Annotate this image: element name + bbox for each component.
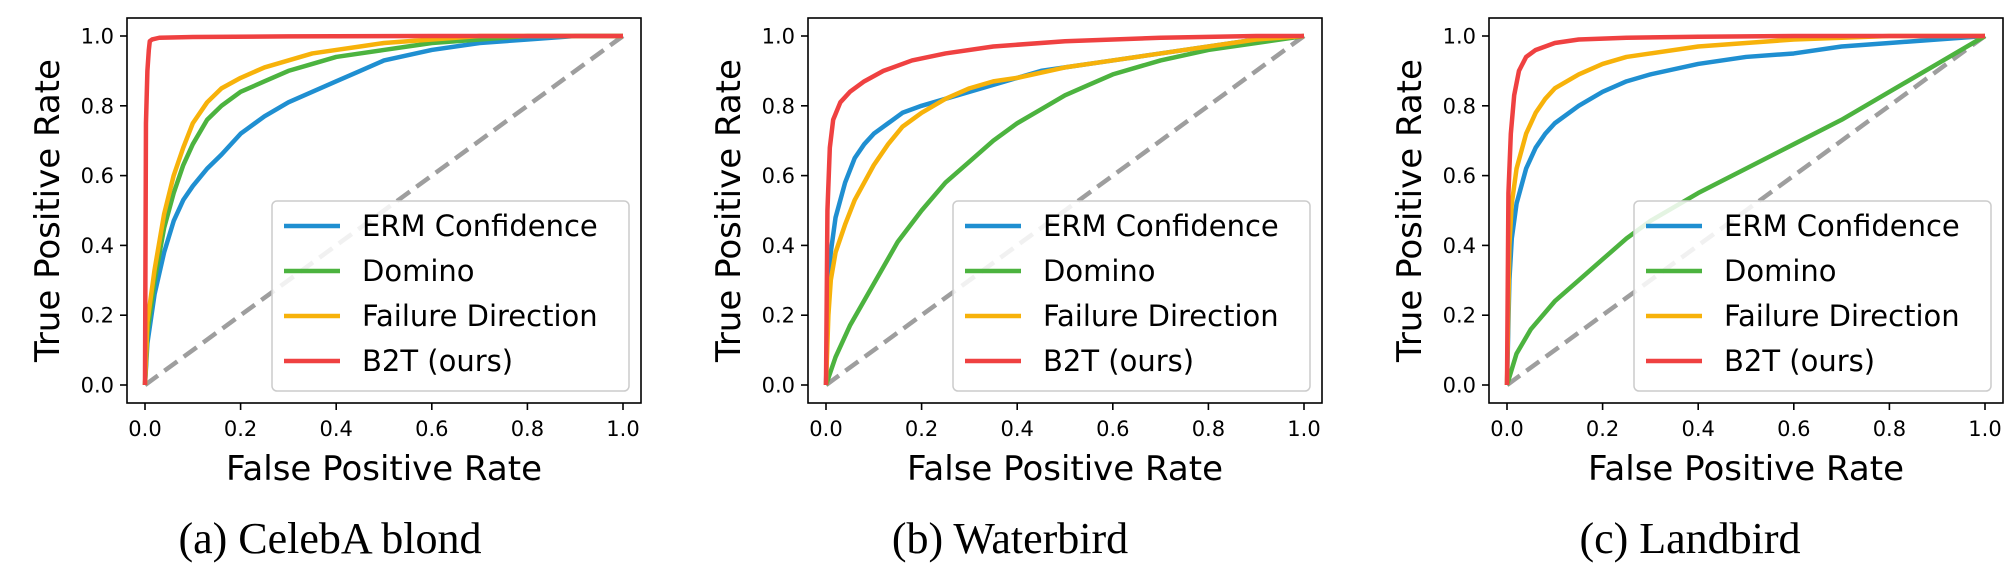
plot-frame	[807, 17, 1323, 404]
legend-label: Domino	[1724, 254, 1837, 288]
series-line-b2t-ours	[142, 33, 623, 386]
chart-panel-a: 0.0 0.2 0.4 0.6 0.8 1.0 0.0 0.2 0.4 0.6 0.8 1.0 Fals…	[28, 17, 642, 563]
x-tick-label: 1.0	[1287, 417, 1320, 441]
y-tick-label: 1.0	[762, 25, 795, 49]
x-tick-label: 0.4	[319, 417, 352, 441]
chart-panel-b: 0.0 0.2 0.4 0.6 0.8 1.0 0.0 0.2 0.4 0.6 0.8 1.0 Fals…	[709, 17, 1323, 563]
y-tick-label: 0.0	[762, 374, 795, 398]
legend-label: B2T (ours)	[1043, 344, 1194, 378]
x-tick-label: 0.8	[1873, 417, 1906, 441]
legend-box	[1633, 200, 1992, 392]
y-tick-label: 0.2	[1443, 304, 1476, 328]
legend-box	[271, 200, 630, 392]
x-tick-label: 0.2	[905, 417, 938, 441]
series-line-domino	[142, 33, 623, 386]
y-tick-label: 0.6	[1443, 164, 1476, 188]
series-line-b2t-ours	[823, 33, 1304, 386]
x-tick-label: 0.6	[1096, 417, 1129, 441]
x-tick-label: 1.0	[1968, 417, 2001, 441]
legend-label: ERM Confidence	[1724, 209, 1960, 243]
series-line-b2t-ours	[1504, 33, 1985, 386]
legend-label: Failure Direction	[1724, 299, 1960, 333]
legend-label: Failure Direction	[362, 299, 598, 333]
plot-frame	[1488, 17, 2004, 404]
y-tick-label: 1.0	[81, 25, 114, 49]
y-tick-label: 0.2	[81, 304, 114, 328]
x-axis-label: False Positive Rate	[1588, 449, 1904, 489]
y-axis-label: True Positive Rate	[709, 59, 749, 363]
legend-label: B2T (ours)	[1724, 344, 1875, 378]
x-tick-label: 1.0	[606, 417, 639, 441]
legend-label: Domino	[1043, 254, 1156, 288]
y-axis-label: True Positive Rate	[28, 59, 68, 363]
legend-box	[952, 200, 1311, 392]
series-line-erm-confidence	[142, 33, 623, 386]
legend-label: ERM Confidence	[362, 209, 598, 243]
y-tick-label: 0.0	[81, 374, 114, 398]
x-tick-label: 0.4	[1000, 417, 1033, 441]
x-tick-label: 0.0	[1490, 417, 1523, 441]
y-tick-label: 0.4	[81, 234, 114, 258]
series-line-failure-direction	[1504, 33, 1985, 386]
x-tick-label: 0.6	[1777, 417, 1810, 441]
x-tick-label: 0.8	[1192, 417, 1225, 441]
y-tick-label: 0.6	[762, 164, 795, 188]
y-tick-label: 0.2	[762, 304, 795, 328]
subfigure-caption: (a) CelebA blond	[178, 514, 481, 563]
plot-frame	[126, 17, 642, 404]
series-line-failure-direction	[823, 33, 1305, 386]
x-tick-label: 0.2	[1586, 417, 1619, 441]
legend: ERM Confidence Domino Failure Direction B2T…	[271, 200, 630, 392]
y-tick-label: 0.4	[1443, 234, 1476, 258]
legend-label: Failure Direction	[1043, 299, 1279, 333]
legend: ERM Confidence Domino Failure Direction B2T…	[952, 200, 1311, 392]
y-axis-label: True Positive Rate	[1390, 59, 1430, 363]
y-tick-label: 0.8	[762, 94, 795, 118]
x-axis-label: False Positive Rate	[907, 449, 1223, 489]
x-tick-label: 0.2	[224, 417, 257, 441]
x-tick-label: 0.4	[1681, 417, 1714, 441]
y-tick-label: 0.4	[762, 234, 795, 258]
legend-label: B2T (ours)	[362, 344, 513, 378]
subfigure-caption: (c) Landbird	[1579, 514, 1800, 563]
x-tick-label: 0.0	[809, 417, 842, 441]
y-tick-label: 0.8	[1443, 94, 1476, 118]
x-tick-label: 0.0	[128, 417, 161, 441]
series-line-domino	[823, 33, 1305, 386]
x-tick-label: 0.6	[415, 417, 448, 441]
series-line-erm-confidence	[1504, 33, 1986, 386]
chart-panel-c: 0.0 0.2 0.4 0.6 0.8 1.0 0.0 0.2 0.4 0.6 0.8 1.0 Fals…	[1390, 17, 2004, 563]
legend-label: Domino	[362, 254, 475, 288]
legend-label: ERM Confidence	[1043, 209, 1279, 243]
y-tick-label: 0.0	[1443, 374, 1476, 398]
legend: ERM Confidence Domino Failure Direction B2T…	[1633, 200, 1992, 392]
y-tick-label: 0.8	[81, 94, 114, 118]
y-tick-label: 1.0	[1443, 25, 1476, 49]
subfigure-caption: (b) Waterbird	[892, 514, 1128, 563]
x-axis-label: False Positive Rate	[226, 449, 542, 489]
x-tick-label: 0.8	[511, 417, 544, 441]
y-tick-label: 0.6	[81, 164, 114, 188]
